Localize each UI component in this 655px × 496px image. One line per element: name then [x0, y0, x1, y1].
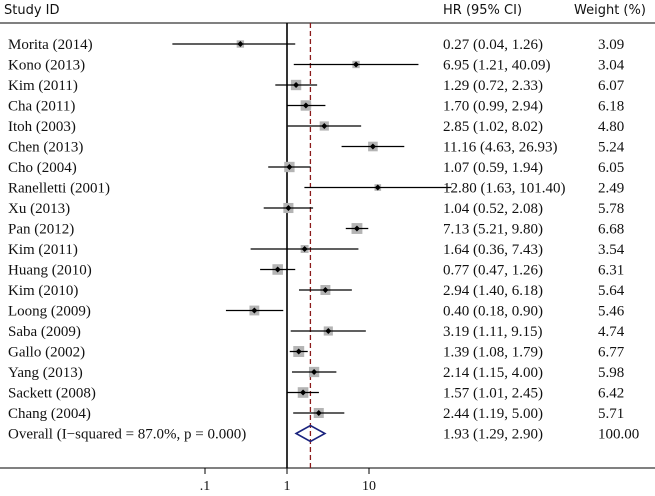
study-weight: 3.54 [598, 242, 625, 258]
study-hr-ci: 1.70 (0.99, 2.94) [443, 99, 543, 115]
study-point-estimate [237, 41, 244, 47]
study-hr-ci: 0.77 (0.47, 1.26) [443, 263, 543, 279]
study-point-estimate [353, 225, 360, 232]
study-point-estimate [285, 205, 292, 211]
study-weight: 2.49 [598, 181, 624, 197]
study-label: Pan (2012) [8, 222, 74, 238]
study-weight: 5.64 [598, 283, 625, 299]
study-point-estimate [311, 369, 318, 375]
study-label: Kono (2013) [8, 58, 85, 74]
study-point-estimate [321, 123, 328, 129]
study-label: Xu (2013) [8, 201, 70, 217]
study-point-estimate [322, 287, 329, 293]
study-hr-ci: 1.39 (1.08, 1.79) [443, 345, 543, 361]
study-point-estimate [353, 61, 360, 68]
study-weight: 5.46 [598, 304, 625, 320]
study-label: Yang (2013) [8, 365, 83, 381]
study-hr-ci: 1.64 (0.36, 7.43) [443, 242, 543, 258]
study-point-estimate [286, 164, 293, 170]
overall-label: Overall (I−squared = 87.0%, p = 0.000) [8, 427, 246, 443]
study-point-estimate [295, 348, 302, 355]
study-hr-ci: 0.40 (0.18, 0.90) [443, 304, 543, 320]
study-weight: 5.71 [598, 406, 624, 422]
study-hr-ci: 3.19 (1.11, 9.15) [443, 324, 542, 340]
study-label: Saba (2009) [8, 324, 81, 340]
study-label: Huang (2010) [8, 263, 92, 279]
study-weight: 5.78 [598, 201, 624, 217]
overall-diamond [294, 424, 327, 443]
study-label: Cha (2011) [8, 99, 75, 115]
study-weight: 6.42 [598, 386, 624, 402]
study-weight: 6.68 [598, 222, 624, 238]
study-point-estimate [301, 246, 308, 252]
x-axis-tick-label: .1 [200, 479, 211, 494]
header-study-id: Study ID [4, 3, 60, 18]
study-point-estimate [251, 307, 258, 314]
overall-weight: 100.00 [598, 427, 639, 443]
study-hr-ci: 2.44 (1.19, 5.00) [443, 406, 543, 422]
study-hr-ci: 2.14 (1.15, 4.00) [443, 365, 543, 381]
study-hr-ci: 1.04 (0.52, 2.08) [443, 201, 543, 217]
study-label: Morita (2014) [8, 37, 93, 53]
study-hr-ci: 7.13 (5.21, 9.80) [443, 222, 543, 238]
study-weight: 6.77 [598, 345, 625, 361]
header-weight: Weight (%) [574, 3, 646, 18]
study-label: Gallo (2002) [8, 345, 85, 361]
study-weight: 4.74 [598, 324, 625, 340]
study-weight: 6.05 [598, 160, 624, 176]
study-label: Kim (2011) [8, 242, 78, 258]
study-hr-ci: 2.85 (1.02, 8.02) [443, 119, 543, 135]
study-weight: 4.80 [598, 119, 624, 135]
study-weight: 6.31 [598, 263, 624, 279]
study-point-estimate [302, 102, 309, 109]
x-axis-tick-label: 1 [284, 479, 291, 494]
study-hr-ci: 0.27 (0.04, 1.26) [443, 37, 543, 53]
study-label: Cho (2004) [8, 160, 77, 176]
study-point-estimate [374, 184, 381, 191]
study-label: Kim (2010) [8, 283, 78, 299]
study-point-estimate [274, 266, 281, 273]
study-point-estimate [293, 82, 300, 88]
study-weight: 3.04 [598, 58, 625, 74]
study-label: Chang (2004) [8, 406, 91, 422]
study-point-estimate [300, 389, 307, 396]
study-point-estimate [369, 143, 376, 150]
study-weight: 6.07 [598, 78, 625, 94]
study-weight: 6.18 [598, 99, 624, 115]
study-hr-ci: 12.80 (1.63, 101.40) [443, 181, 566, 197]
x-axis-tick-label: 10 [362, 479, 376, 494]
study-hr-ci: 1.29 (0.72, 2.33) [443, 78, 543, 94]
study-label: Loong (2009) [8, 304, 91, 320]
study-hr-ci: 2.94 (1.40, 6.18) [443, 283, 543, 299]
overall-hr-ci: 1.93 (1.29, 2.90) [443, 427, 543, 443]
study-point-estimate [315, 410, 322, 416]
study-hr-ci: 1.57 (1.01, 2.45) [443, 386, 543, 402]
study-weight: 3.09 [598, 37, 624, 53]
header-hr-ci: HR (95% CI) [443, 3, 522, 18]
study-hr-ci: 6.95 (1.21, 40.09) [443, 58, 551, 74]
study-weight: 5.24 [598, 140, 625, 156]
study-label: Ranelletti (2001) [8, 181, 110, 197]
study-label: Sackett (2008) [8, 386, 96, 402]
study-label: Chen (2013) [8, 140, 83, 156]
study-point-estimate [325, 328, 332, 334]
study-hr-ci: 1.07 (0.59, 1.94) [443, 160, 543, 176]
study-hr-ci: 11.16 (4.63, 26.93) [443, 140, 557, 156]
study-weight: 5.98 [598, 365, 624, 381]
study-label: Kim (2011) [8, 78, 78, 94]
study-label: Itoh (2003) [8, 119, 76, 135]
